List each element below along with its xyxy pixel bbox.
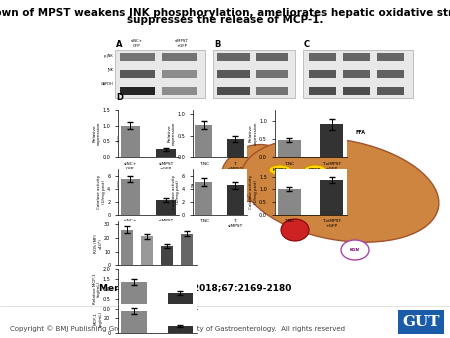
Y-axis label: Relative
expression: Relative expression: [167, 122, 176, 145]
Y-axis label: ROS (MFI
x10³): ROS (MFI x10³): [94, 234, 103, 253]
Text: Copyright © BMJ Publishing Group Ltd & British Society of Gastroenterology.  All: Copyright © BMJ Publishing Group Ltd & B…: [10, 325, 345, 332]
Ellipse shape: [290, 123, 320, 143]
Ellipse shape: [341, 240, 369, 260]
Bar: [217, 70, 250, 78]
Text: AKT: AKT: [288, 184, 296, 188]
Text: MPST: MPST: [309, 168, 321, 172]
Text: A: A: [116, 40, 122, 49]
Y-axis label: Catalase activity
(U/mg prot): Catalase activity (U/mg prot): [249, 175, 258, 209]
Ellipse shape: [241, 138, 439, 242]
Bar: [181, 234, 193, 265]
Y-axis label: Catalase activity
(U/mg prot): Catalase activity (U/mg prot): [97, 175, 106, 209]
Text: suppresses the release of MCP-1.: suppresses the release of MCP-1.: [127, 15, 323, 25]
Bar: [256, 87, 288, 95]
Text: p-JNK: p-JNK: [103, 54, 113, 58]
Text: GAPDH: GAPDH: [100, 82, 113, 86]
Bar: [195, 182, 212, 215]
Bar: [121, 179, 140, 215]
Ellipse shape: [284, 182, 300, 191]
Bar: [278, 189, 301, 215]
Text: D: D: [116, 93, 123, 102]
Bar: [156, 200, 176, 215]
Text: CSE: CSE: [311, 181, 319, 185]
Text: JNK: JNK: [107, 68, 113, 72]
Bar: [303, 50, 413, 98]
Text: E: E: [116, 136, 122, 145]
Bar: [342, 87, 370, 95]
Bar: [227, 185, 244, 215]
Y-axis label: MCP-1
(pg/mL): MCP-1 (pg/mL): [94, 310, 103, 327]
Bar: [115, 50, 205, 98]
Bar: [168, 293, 193, 309]
Bar: [122, 282, 147, 309]
Bar: [120, 87, 155, 95]
Bar: [122, 230, 133, 265]
Ellipse shape: [304, 165, 326, 175]
Text: GUT: GUT: [402, 315, 440, 329]
Text: MCP-1: MCP-1: [190, 184, 210, 189]
Text: siMPST
+GFP: siMPST +GFP: [175, 40, 189, 48]
Bar: [168, 326, 193, 333]
Text: siNC+
GFP: siNC+ GFP: [131, 40, 143, 48]
Text: Knockdown of MPST weakens JNK phosphorylation, ameliorates hepatic oxidative str: Knockdown of MPST weakens JNK phosphoryl…: [0, 8, 450, 18]
Bar: [217, 53, 250, 61]
Bar: [320, 180, 343, 215]
Bar: [342, 70, 370, 78]
Bar: [122, 311, 147, 333]
Text: C: C: [304, 40, 310, 49]
Bar: [377, 70, 405, 78]
Ellipse shape: [321, 186, 339, 194]
Bar: [309, 87, 336, 95]
Bar: [342, 53, 370, 61]
Text: FFA: FFA: [355, 130, 365, 136]
Bar: [377, 53, 405, 61]
Bar: [162, 53, 198, 61]
Bar: [162, 87, 198, 95]
Y-axis label: Relative
expression: Relative expression: [93, 122, 101, 145]
Ellipse shape: [221, 145, 289, 201]
Bar: [121, 126, 140, 157]
Text: H₂S: H₂S: [326, 188, 334, 192]
Bar: [278, 140, 301, 157]
Bar: [156, 149, 176, 157]
Text: F: F: [116, 181, 122, 190]
Ellipse shape: [300, 206, 316, 215]
Text: KGN: KGN: [350, 248, 360, 252]
Text: G: G: [225, 129, 232, 138]
Bar: [213, 50, 295, 98]
Text: Nrf2: Nrf2: [303, 196, 313, 200]
Bar: [195, 125, 212, 157]
Text: HSPB1: HSPB1: [273, 168, 287, 172]
Bar: [256, 70, 288, 78]
Bar: [120, 70, 155, 78]
Bar: [398, 310, 444, 334]
Bar: [320, 124, 343, 157]
Bar: [256, 53, 288, 61]
Ellipse shape: [281, 219, 309, 241]
Bar: [217, 87, 250, 95]
Text: Meng Li et al. Gut 2018;67:2169-2180: Meng Li et al. Gut 2018;67:2169-2180: [99, 284, 291, 293]
Text: JNK: JNK: [304, 208, 312, 212]
Bar: [377, 87, 405, 95]
Bar: [309, 53, 336, 61]
Y-axis label: Catalase activity
(U/mg prot): Catalase activity (U/mg prot): [172, 175, 180, 209]
Ellipse shape: [315, 123, 335, 139]
Bar: [141, 237, 153, 265]
Y-axis label: Relative MCP-1
(ng/mL): Relative MCP-1 (ng/mL): [93, 274, 101, 304]
Bar: [309, 70, 336, 78]
Text: B: B: [214, 40, 220, 49]
Bar: [227, 139, 244, 157]
Ellipse shape: [299, 193, 317, 202]
Bar: [161, 246, 173, 265]
Ellipse shape: [305, 178, 325, 188]
Ellipse shape: [269, 165, 291, 175]
Bar: [120, 53, 155, 61]
Bar: [162, 70, 198, 78]
Y-axis label: Relative
expression: Relative expression: [249, 122, 258, 145]
